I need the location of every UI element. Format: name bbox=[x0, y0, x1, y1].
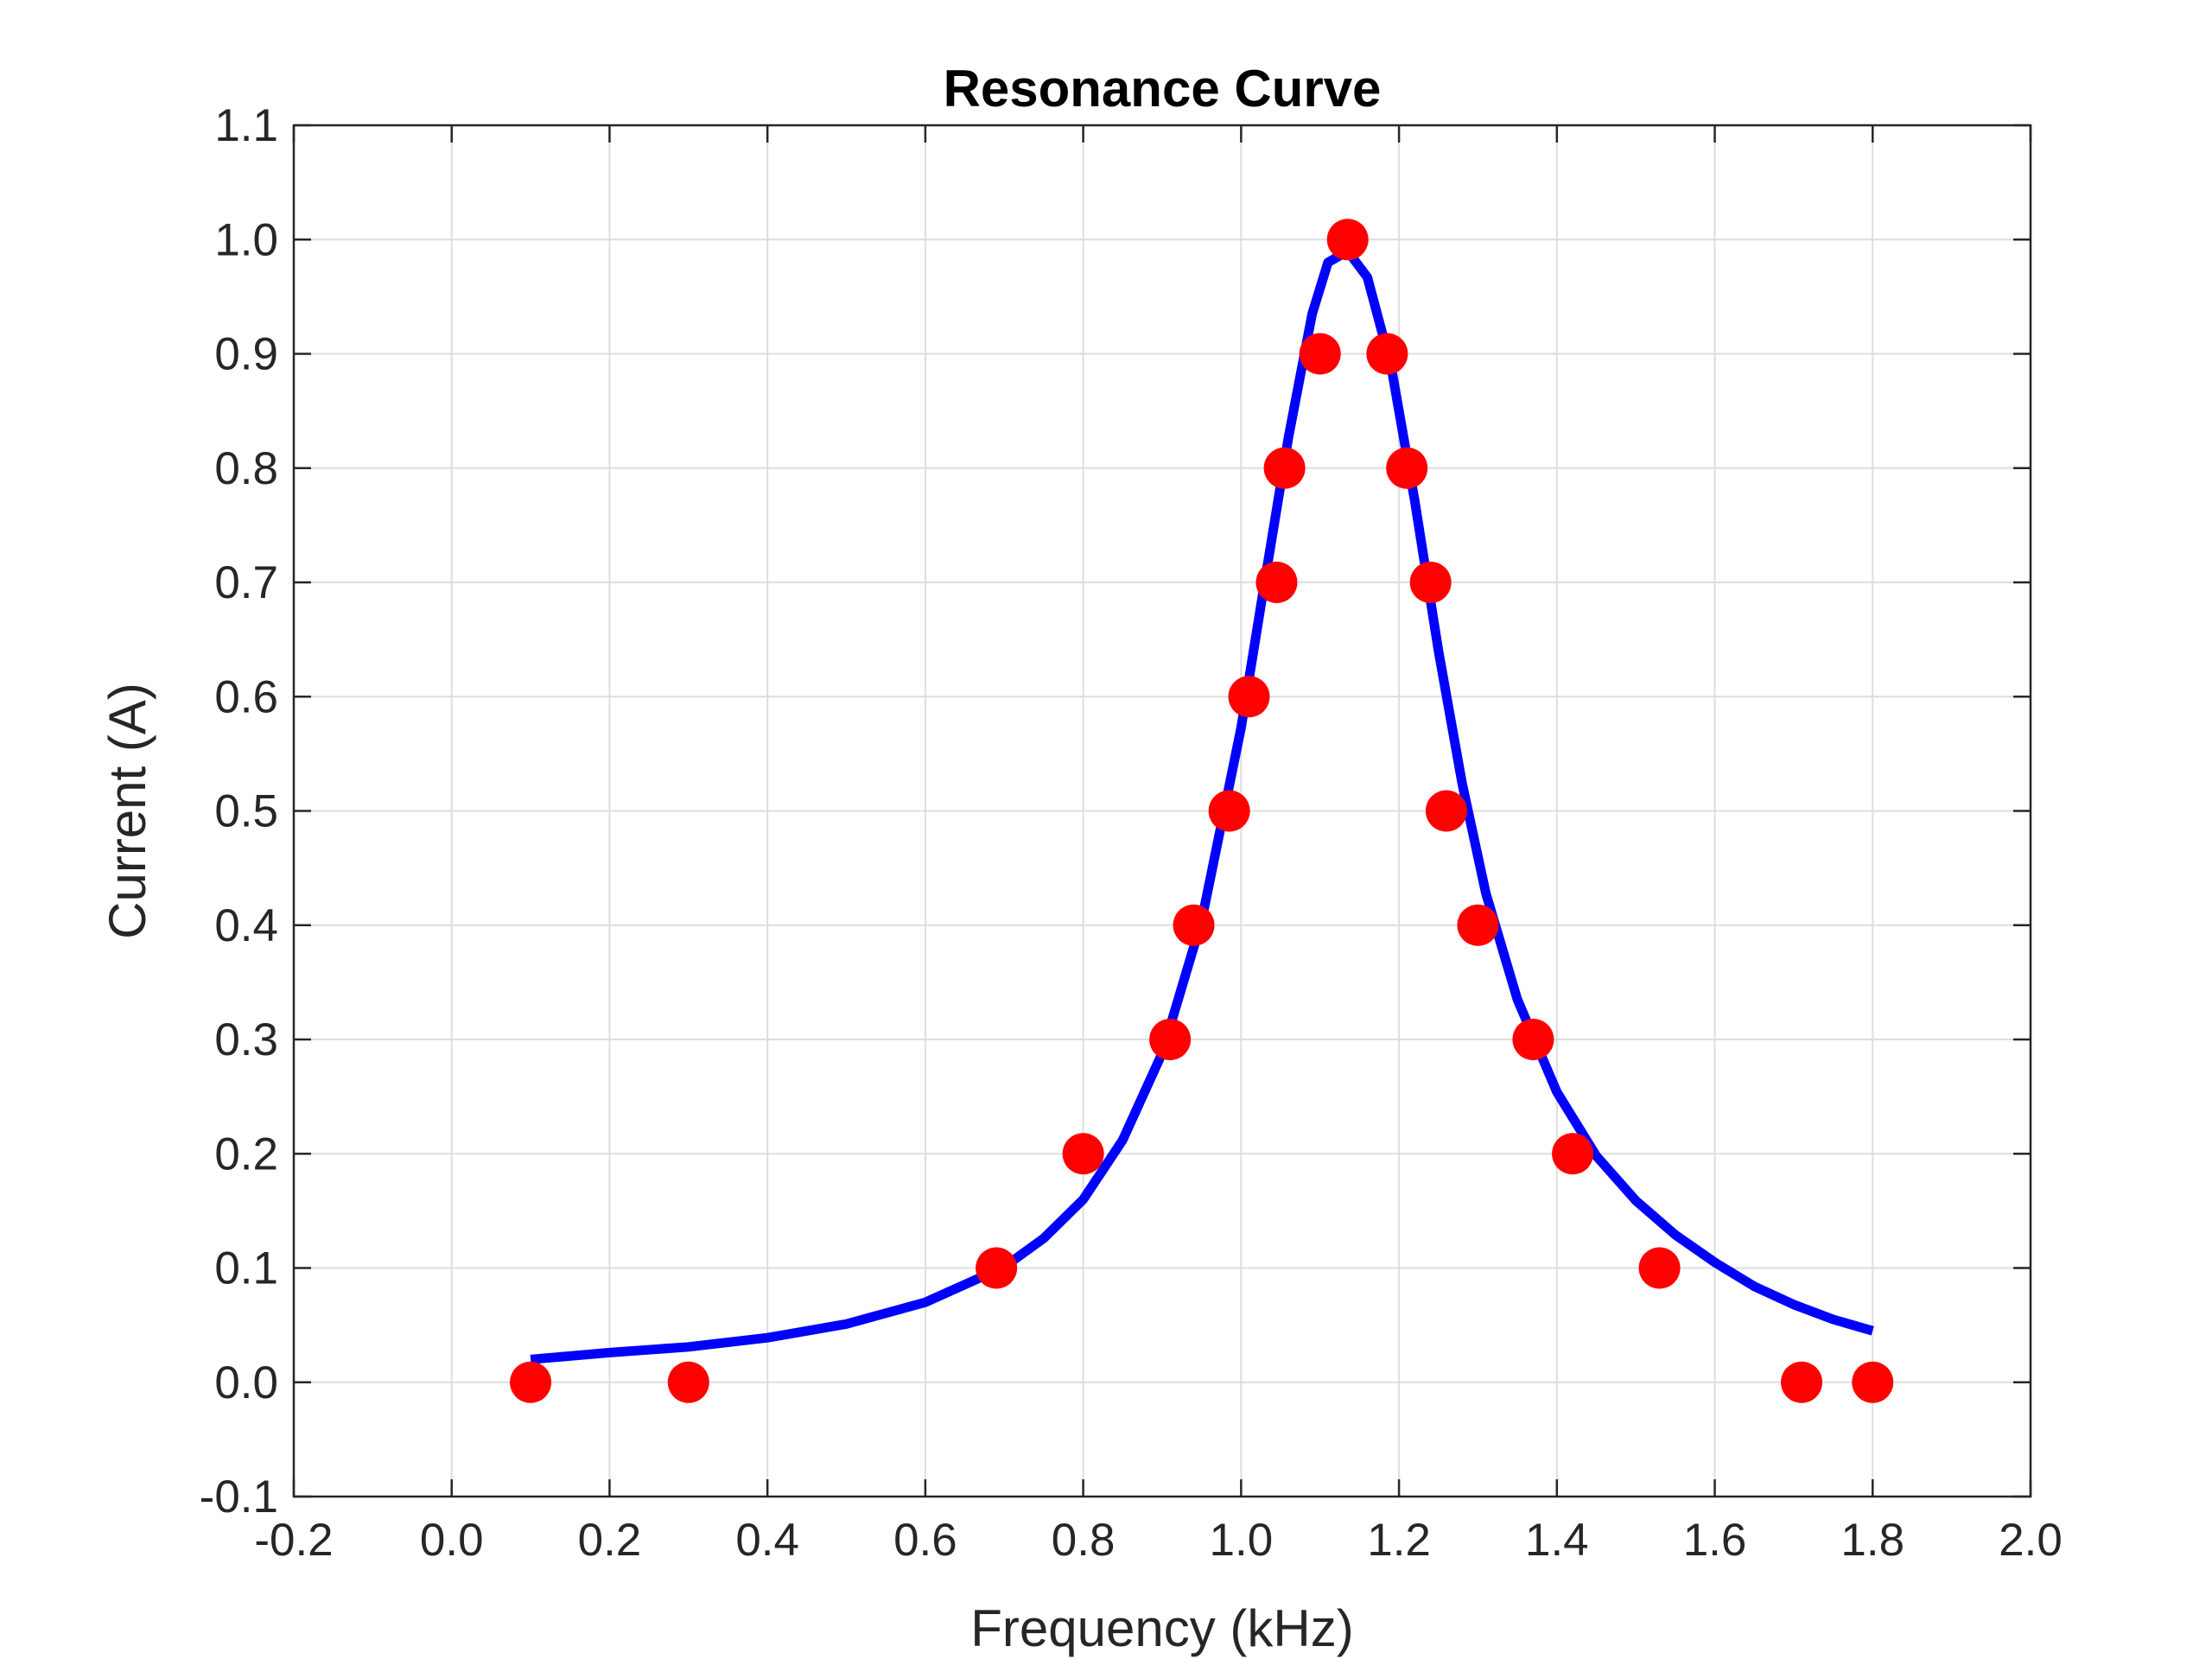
data-point bbox=[976, 1247, 1018, 1289]
data-point bbox=[1781, 1361, 1823, 1403]
y-tick-label: 0.1 bbox=[214, 1243, 278, 1294]
y-tick-labels: -0.1 0.0 0.1 0.2 0.3 0.4 0.5 0.6 0.7 0.8 0.9 1.0 1.1 bbox=[200, 100, 278, 1522]
y-tick-label: 0.8 bbox=[214, 443, 278, 494]
x-tick-label: 0.6 bbox=[893, 1515, 957, 1566]
data-point bbox=[1255, 562, 1298, 603]
x-tick-label: 1.2 bbox=[1367, 1515, 1431, 1566]
data-point bbox=[1512, 1019, 1554, 1060]
x-tick-label: 1.0 bbox=[1210, 1515, 1274, 1566]
x-tick-label: 2.0 bbox=[1999, 1515, 2063, 1566]
data-point bbox=[1386, 447, 1428, 489]
data-point bbox=[1552, 1133, 1594, 1175]
data-point bbox=[1852, 1361, 1894, 1403]
x-tick-label: 0.0 bbox=[420, 1515, 484, 1566]
data-point bbox=[1299, 333, 1341, 375]
chart-title: Resonance Curve bbox=[944, 60, 1382, 118]
y-axis-label: Current (A) bbox=[99, 683, 156, 939]
x-tick-label: -0.2 bbox=[254, 1515, 333, 1566]
y-tick-label: 0.0 bbox=[214, 1357, 278, 1408]
y-tick-label: 0.4 bbox=[214, 900, 278, 951]
y-tick-label: -0.1 bbox=[200, 1471, 278, 1522]
data-point bbox=[1228, 676, 1270, 718]
data-point bbox=[1149, 1019, 1192, 1060]
data-point bbox=[1425, 790, 1467, 832]
x-tick-label: 1.6 bbox=[1683, 1515, 1747, 1566]
y-tick-label: 1.0 bbox=[214, 214, 278, 265]
data-point bbox=[510, 1361, 552, 1403]
tick-marks bbox=[292, 124, 2032, 1498]
y-tick-label: 0.3 bbox=[214, 1014, 278, 1065]
x-tick-label: 0.4 bbox=[735, 1515, 799, 1566]
data-point bbox=[1208, 790, 1250, 832]
x-tick-label: 1.4 bbox=[1525, 1515, 1589, 1566]
y-tick-label: 1.1 bbox=[214, 100, 278, 151]
data-point bbox=[1457, 904, 1499, 946]
y-tick-label: 0.9 bbox=[214, 329, 278, 380]
y-tick-label: 0.6 bbox=[214, 671, 278, 722]
y-tick-label: 0.7 bbox=[214, 557, 278, 608]
data-point bbox=[1409, 562, 1452, 603]
data-point bbox=[1366, 333, 1408, 375]
data-point bbox=[667, 1361, 709, 1403]
data-point bbox=[1062, 1133, 1104, 1175]
y-tick-label: 0.5 bbox=[214, 786, 278, 837]
data-point bbox=[1173, 904, 1215, 946]
y-tick-label: 0.2 bbox=[214, 1128, 278, 1179]
data-point bbox=[1263, 447, 1306, 489]
data-points-layer bbox=[510, 219, 1894, 1403]
x-tick-label: 0.8 bbox=[1052, 1515, 1116, 1566]
data-point bbox=[1326, 219, 1369, 261]
data-point bbox=[1638, 1247, 1681, 1289]
x-axis-label: Frequency (kHz) bbox=[970, 1599, 1353, 1657]
x-tick-label: 0.2 bbox=[578, 1515, 642, 1566]
x-tick-label: 1.8 bbox=[1840, 1515, 1904, 1566]
x-tick-labels: -0.2 0.0 0.2 0.4 0.6 0.8 1.0 1.2 1.4 1.6 1.8 2.0 bbox=[254, 1515, 2063, 1566]
